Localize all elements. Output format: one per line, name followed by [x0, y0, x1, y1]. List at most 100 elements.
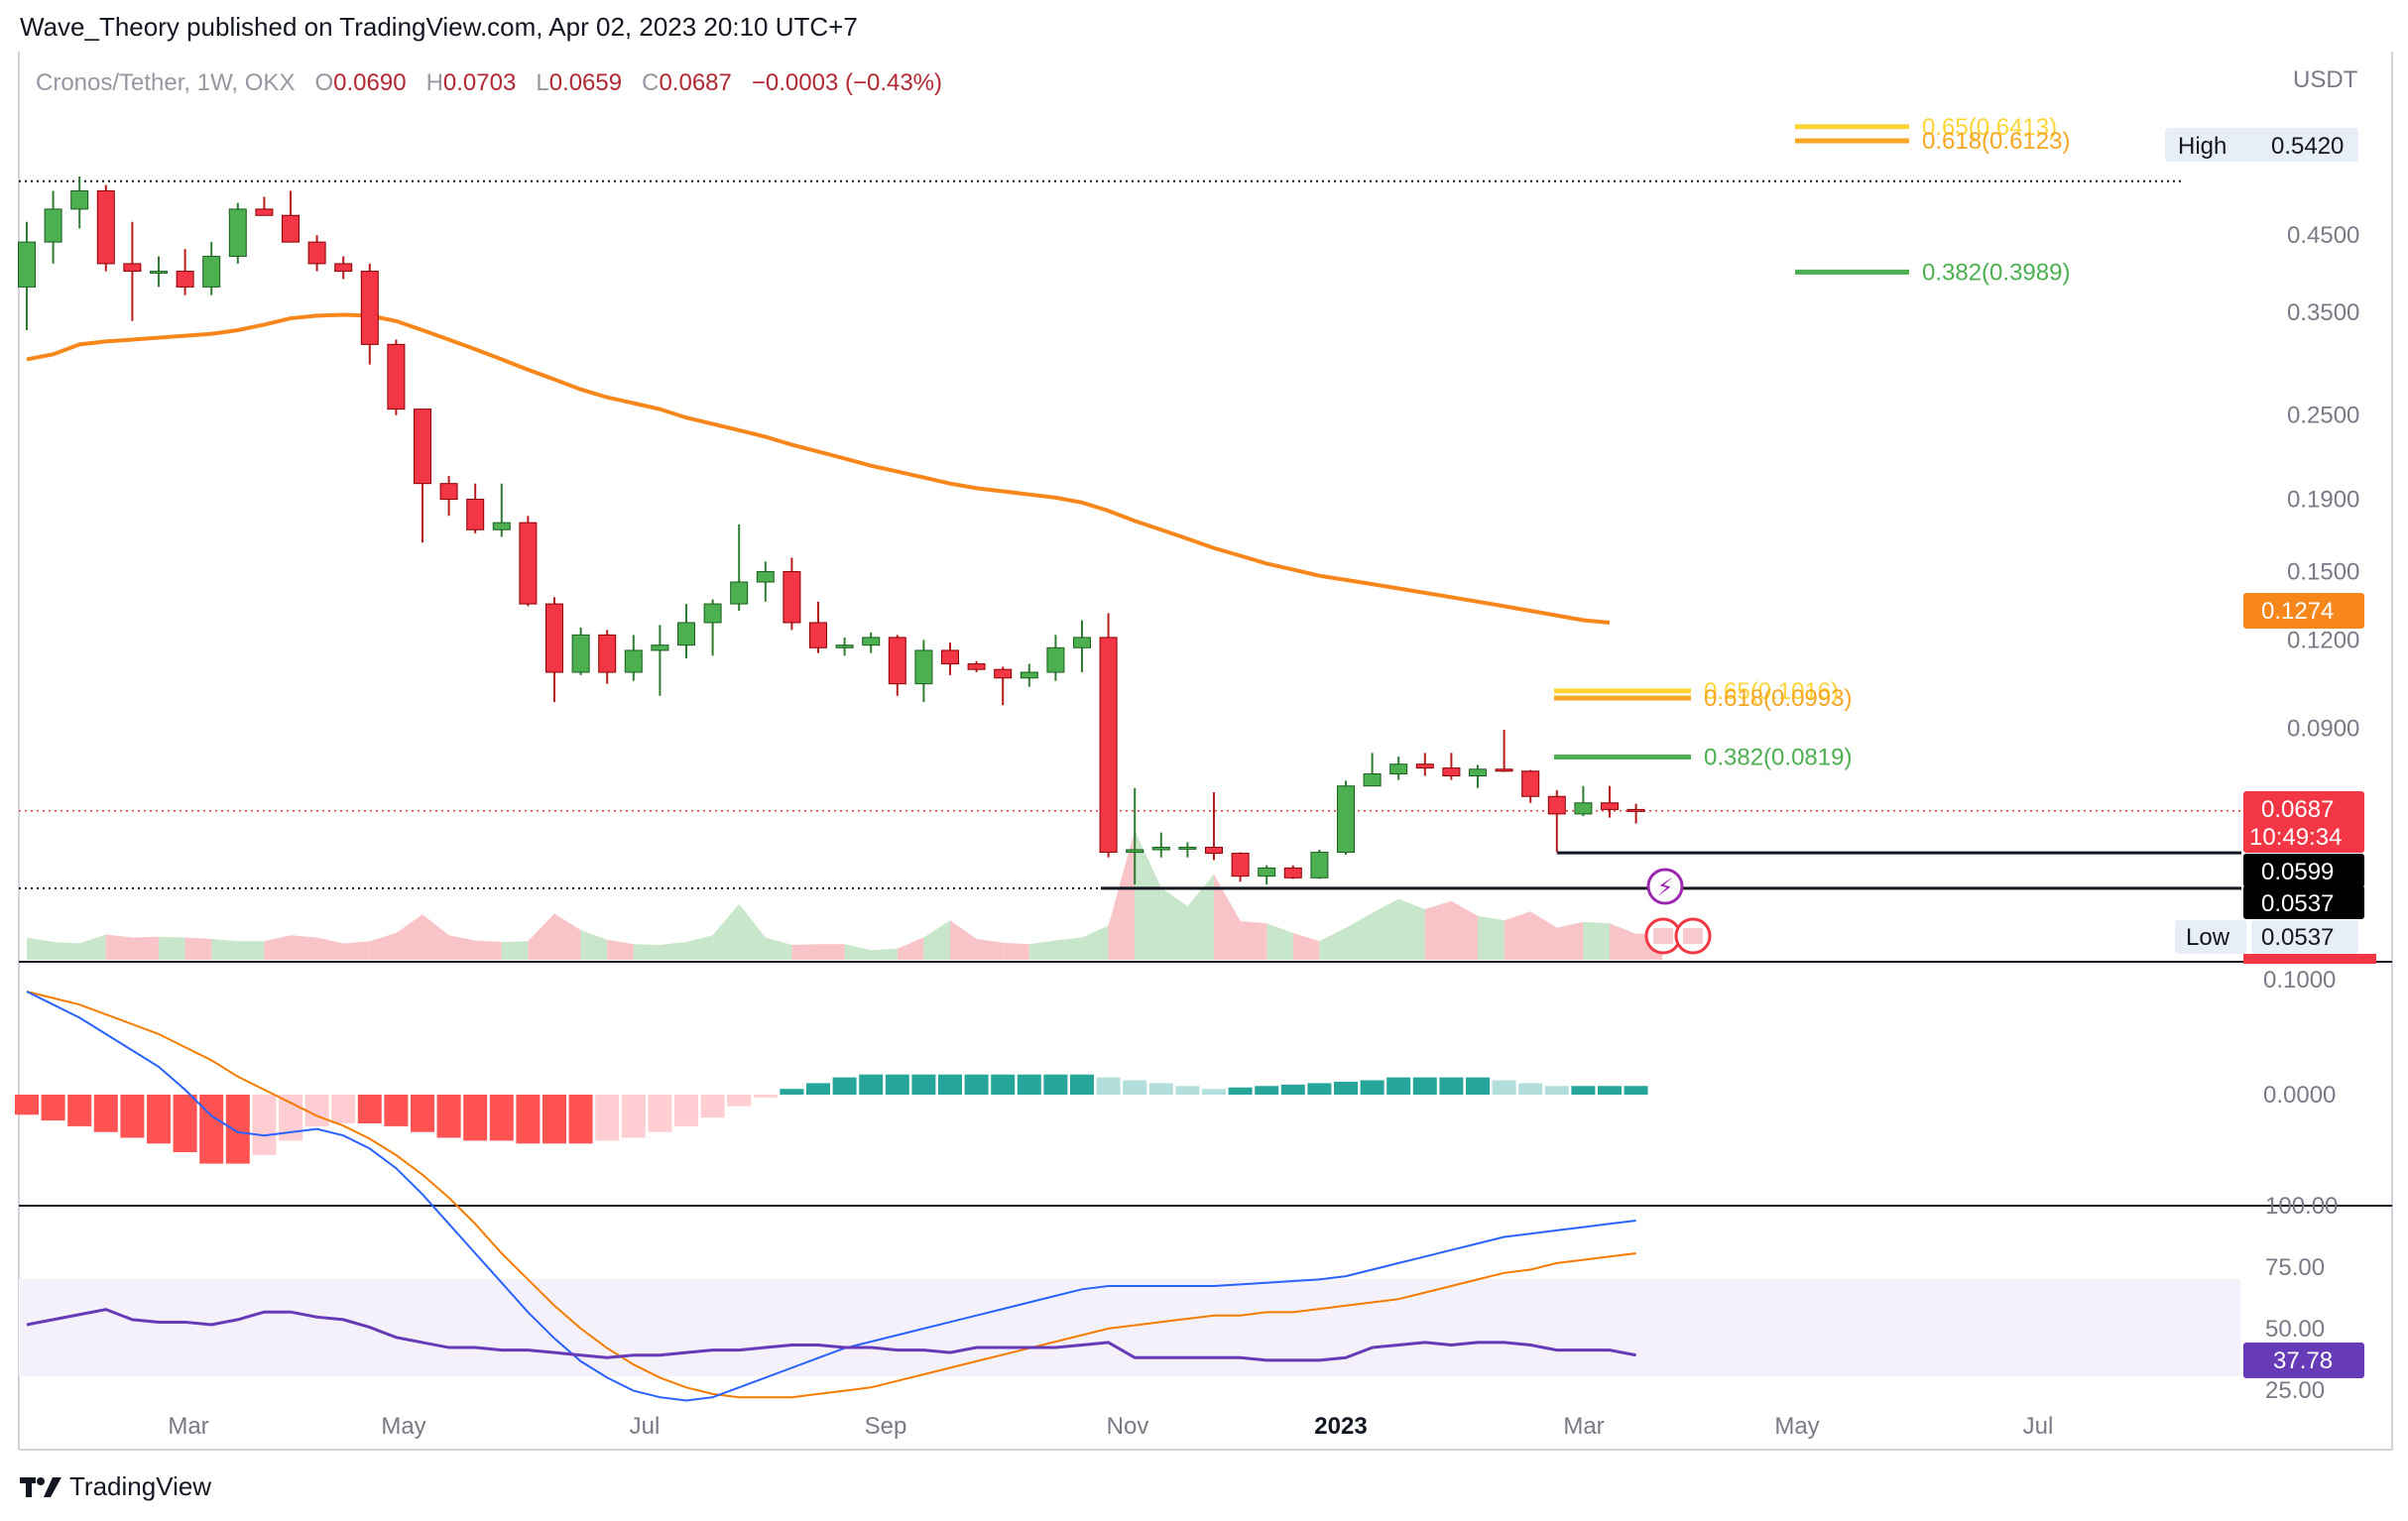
macd-histogram-bar	[595, 1095, 620, 1141]
month-tick-label: Nov	[1107, 1413, 1149, 1440]
macd-histogram-bar	[542, 1095, 566, 1144]
candle-body	[677, 622, 695, 646]
volume-segment	[1240, 921, 1267, 960]
candle-body	[598, 634, 617, 673]
volume-segment	[27, 937, 54, 960]
candle-body	[1626, 808, 1645, 812]
candle-body	[624, 649, 643, 673]
event-markers[interactable]: ⚡	[1644, 868, 1712, 955]
candle-body	[96, 190, 115, 265]
volume-segment	[184, 937, 212, 960]
high-value-bg	[2251, 128, 2358, 162]
volume-area	[27, 830, 1663, 960]
candle-body	[1020, 671, 1038, 679]
volume-segment	[528, 913, 554, 960]
candle-body	[176, 271, 194, 288]
candle-body	[1601, 802, 1619, 810]
macd-histogram-bar	[225, 1095, 250, 1164]
candle-body	[545, 603, 563, 673]
macd-histogram-bar	[489, 1095, 514, 1141]
ohlc-legend: Cronos/Tether, 1W, OKX O0.0690 H0.0703 L…	[36, 69, 942, 97]
volume-segment	[818, 944, 845, 960]
volume-segment	[686, 935, 713, 960]
candle-body	[282, 214, 300, 243]
fib-label: 0.65(0.1016)	[1704, 678, 1839, 705]
volume-segment	[132, 936, 159, 960]
macd-histogram-bar	[15, 1095, 39, 1115]
macd-histogram-bar	[93, 1095, 118, 1132]
volume-segment	[871, 948, 898, 960]
macd-histogram-bar	[384, 1095, 409, 1126]
macd-histogram-bar	[938, 1074, 962, 1095]
candle-body	[1521, 770, 1540, 797]
low-badge-bg	[2175, 920, 2246, 954]
macd-histogram-bar	[674, 1095, 698, 1126]
volume-segment	[897, 937, 924, 960]
candle-body	[1258, 867, 1276, 878]
candle-body	[1363, 773, 1382, 787]
candle-body	[1205, 846, 1223, 855]
tradingview-logo[interactable]: TradingView	[20, 1471, 211, 1502]
fib-levels: 0.65(0.6413)0.618(0.6123) 0.382(0.3989) 0.…	[1554, 114, 2070, 770]
fib-label: 0.382(0.3989)	[1922, 259, 2070, 286]
macd-histogram-bar	[41, 1095, 65, 1121]
volume-segment	[1292, 933, 1320, 960]
fib-label: 0.382(0.0819)	[1704, 744, 1852, 770]
candle-body	[123, 263, 142, 273]
chart-frame	[18, 52, 2393, 1451]
volume-segment	[1135, 830, 1161, 960]
volume-segment	[1346, 912, 1373, 960]
last-price-badge	[2243, 791, 2364, 853]
macd-histogram-bar	[1334, 1081, 1358, 1095]
volume-segment	[1372, 898, 1399, 960]
flash-event-icon[interactable]	[1646, 868, 1684, 905]
macd-histogram-bar	[1255, 1086, 1279, 1095]
macd-histogram-bar	[885, 1074, 909, 1095]
macd-histogram-bar	[411, 1095, 434, 1132]
rsi-tick: 100.00	[2265, 1193, 2338, 1220]
rsi-panel	[26, 1308, 1636, 1362]
candle-body	[1415, 763, 1434, 769]
volume-segment	[501, 941, 529, 960]
candle-body	[334, 263, 353, 273]
macd-histogram-bar	[1492, 1080, 1516, 1095]
volume-segment	[316, 937, 344, 960]
volume-segment	[739, 903, 766, 960]
candle-body	[571, 634, 590, 673]
candle-body	[1337, 785, 1355, 854]
symbol-label: Cronos/Tether, 1W, OKX	[36, 69, 296, 96]
support2-label: 0.0537	[2261, 890, 2334, 917]
flag-stripes	[1653, 928, 1673, 944]
macd-histogram-bar	[1544, 1086, 1569, 1095]
candle-body	[1231, 853, 1250, 878]
macd-histogram-bar	[1123, 1080, 1147, 1095]
price-tick-label: 0.1200	[2287, 627, 2359, 653]
macd-panel	[15, 991, 1648, 1402]
volume-segment	[105, 934, 133, 960]
volume-segment	[554, 913, 581, 960]
volume-segment	[237, 941, 265, 960]
axes: USDT 0.4500 0.3500 0.2500 0.1900 0.1500 0.1200…	[168, 66, 2376, 1440]
volume-segment	[1214, 874, 1241, 960]
rsi-line	[26, 1308, 1636, 1362]
volume-segment	[1319, 927, 1346, 960]
volume-segment	[791, 944, 818, 960]
candle-body	[44, 208, 62, 243]
volume-segment	[1082, 925, 1109, 960]
volume-segment	[79, 934, 106, 960]
volume-segment	[422, 914, 449, 960]
volume-segment	[1504, 911, 1531, 960]
high-value: 0.0703	[442, 69, 517, 96]
macd-histogram-bar	[1070, 1074, 1094, 1095]
month-tick-label: May	[1774, 1413, 1819, 1440]
macd-histogram-bar	[964, 1074, 989, 1095]
candle-body	[783, 571, 801, 624]
candle-body	[466, 499, 485, 530]
volume-segment	[1530, 911, 1557, 960]
candle-body	[1310, 852, 1329, 878]
macd-histogram-bar	[1412, 1077, 1437, 1095]
macd-histogram-bar	[173, 1095, 197, 1152]
low-value-label: 0.0537	[2261, 924, 2334, 951]
price-tick-label: 0.2500	[2287, 403, 2359, 429]
